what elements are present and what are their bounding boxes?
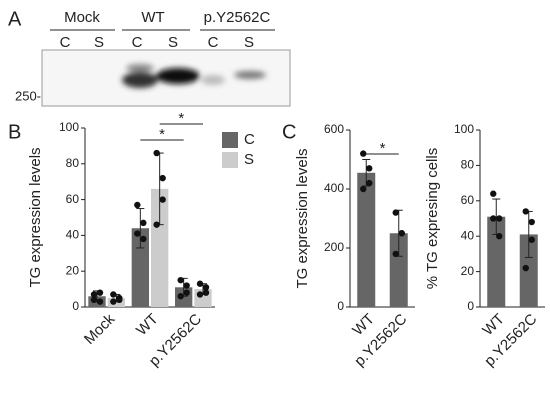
data-point — [496, 215, 503, 222]
y-tick-label: 400 — [324, 181, 344, 195]
data-point — [522, 264, 529, 272]
panel-label: A — [8, 8, 22, 30]
data-point — [116, 294, 123, 302]
data-point — [490, 190, 497, 197]
data-point — [159, 174, 166, 182]
y-tick-label: 0 — [467, 299, 474, 313]
data-point — [183, 289, 190, 296]
data-point — [196, 291, 204, 298]
bar — [357, 172, 376, 307]
lane-label: C — [208, 34, 219, 51]
data-point — [196, 280, 204, 287]
data-point — [140, 235, 147, 243]
data-point — [177, 293, 184, 300]
legend-label: C — [244, 131, 255, 148]
significance-label: * — [159, 126, 165, 143]
lane-label: C — [132, 34, 143, 51]
bar — [487, 216, 506, 307]
marker-label: 250- — [15, 88, 41, 103]
data-point — [528, 218, 535, 226]
lane-label: S — [94, 34, 104, 51]
significance-label: * — [380, 140, 386, 157]
bands — [122, 64, 266, 88]
data-point — [528, 236, 535, 243]
significance-label: * — [178, 110, 184, 127]
y-tick-label: 60 — [461, 193, 475, 207]
lane-label: S — [244, 34, 254, 51]
blot: Mock WT p.Y2562C C S C S C S 250- — [15, 9, 291, 107]
x-tick-label: WT — [133, 311, 162, 340]
y-tick-label: 20 — [461, 264, 475, 278]
data-point — [522, 208, 529, 215]
data-point — [96, 289, 104, 296]
data-point — [110, 291, 117, 298]
y-tick-label: 200 — [324, 240, 344, 254]
y-tick-label: 80 — [461, 158, 475, 172]
data-point — [360, 185, 367, 193]
data-point — [90, 296, 98, 304]
data-point — [496, 233, 503, 240]
bar — [519, 234, 538, 307]
legend-swatch — [222, 152, 238, 168]
data-point — [159, 196, 166, 203]
data-point — [140, 219, 147, 227]
data-point — [202, 284, 210, 291]
y-tick-label: 80 — [66, 156, 80, 170]
legend-label: S — [244, 151, 254, 168]
data-point — [96, 298, 104, 305]
data-point — [366, 165, 373, 172]
data-point — [360, 150, 367, 157]
y-axis-label: TG expression levels — [294, 148, 311, 288]
data-point — [366, 179, 373, 187]
bar — [131, 228, 149, 307]
y-tick-label: 20 — [66, 263, 80, 277]
group-label: Mock — [64, 9, 100, 26]
y-tick-label: 600 — [324, 122, 344, 136]
data-point — [153, 221, 160, 228]
x-tick-label: Mock — [81, 310, 119, 348]
data-point — [134, 201, 141, 209]
lane-label: C — [60, 34, 71, 51]
group-label: p.Y2562C — [204, 9, 271, 26]
data-point — [90, 291, 98, 298]
legend-swatch — [222, 132, 238, 148]
lane-label: S — [168, 34, 178, 51]
data-point — [183, 282, 190, 289]
y-tick-label: 0 — [72, 299, 79, 313]
data-point — [153, 149, 160, 157]
data-point — [202, 289, 210, 296]
panel-label: B — [8, 121, 21, 143]
y-tick-label: 0 — [337, 299, 344, 313]
bar — [151, 188, 169, 307]
panel-label: C — [282, 121, 296, 143]
data-point — [177, 276, 184, 284]
y-tick-label: 100 — [59, 120, 79, 134]
data-point — [490, 215, 497, 222]
y-axis-label: % TG expresing cells — [424, 148, 441, 289]
group-label: WT — [141, 9, 164, 26]
data-point — [392, 209, 399, 216]
data-point — [134, 230, 141, 237]
y-tick-label: 60 — [66, 192, 80, 206]
y-tick-label: 40 — [461, 228, 475, 242]
y-tick-label: 40 — [66, 228, 80, 242]
data-point — [392, 250, 399, 258]
data-point — [110, 298, 117, 305]
y-axis-label: TG expression levels — [27, 147, 44, 287]
y-tick-label: 100 — [454, 122, 474, 136]
data-point — [398, 230, 405, 237]
